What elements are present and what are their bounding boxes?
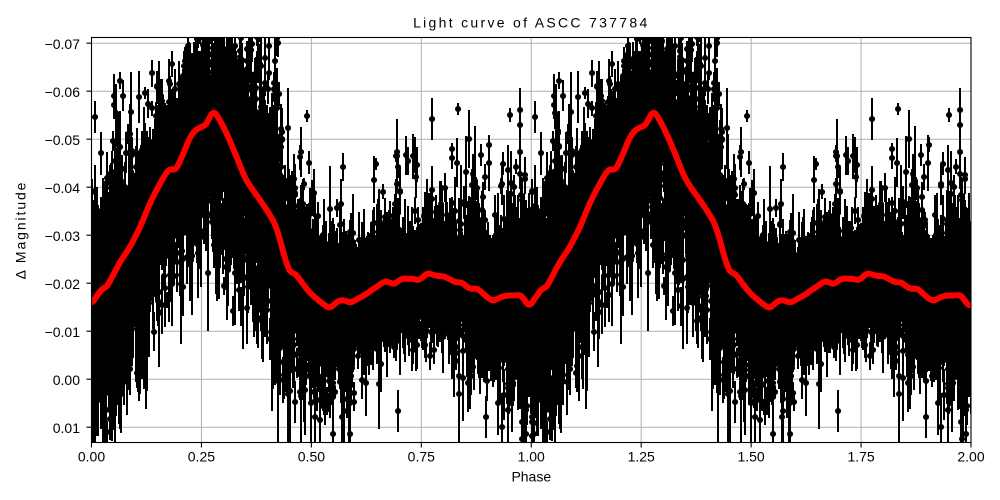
svg-text:2.00: 2.00 (957, 449, 984, 465)
svg-text:1.50: 1.50 (737, 449, 764, 465)
svg-text:Δ Magnitude: Δ Magnitude (13, 181, 29, 280)
svg-text:1.25: 1.25 (628, 449, 655, 465)
svg-text:−0.07: −0.07 (45, 36, 81, 52)
svg-text:−0.06: −0.06 (45, 84, 81, 100)
svg-text:0.75: 0.75 (408, 449, 435, 465)
svg-text:0.00: 0.00 (78, 449, 105, 465)
svg-text:0.00: 0.00 (53, 372, 80, 388)
svg-text:Phase: Phase (511, 469, 551, 485)
svg-text:0.01: 0.01 (53, 420, 80, 436)
svg-text:1.00: 1.00 (518, 449, 545, 465)
svg-text:−0.05: −0.05 (45, 132, 81, 148)
svg-text:−0.03: −0.03 (45, 228, 81, 244)
svg-text:0.50: 0.50 (298, 449, 325, 465)
svg-text:−0.04: −0.04 (45, 180, 81, 196)
svg-text:0.25: 0.25 (188, 449, 215, 465)
svg-text:−0.01: −0.01 (45, 324, 81, 340)
svg-text:−0.02: −0.02 (45, 276, 81, 292)
svg-text:1.75: 1.75 (847, 449, 874, 465)
svg-text:Light curve of ASCC 737784: Light curve of ASCC 737784 (413, 15, 649, 31)
